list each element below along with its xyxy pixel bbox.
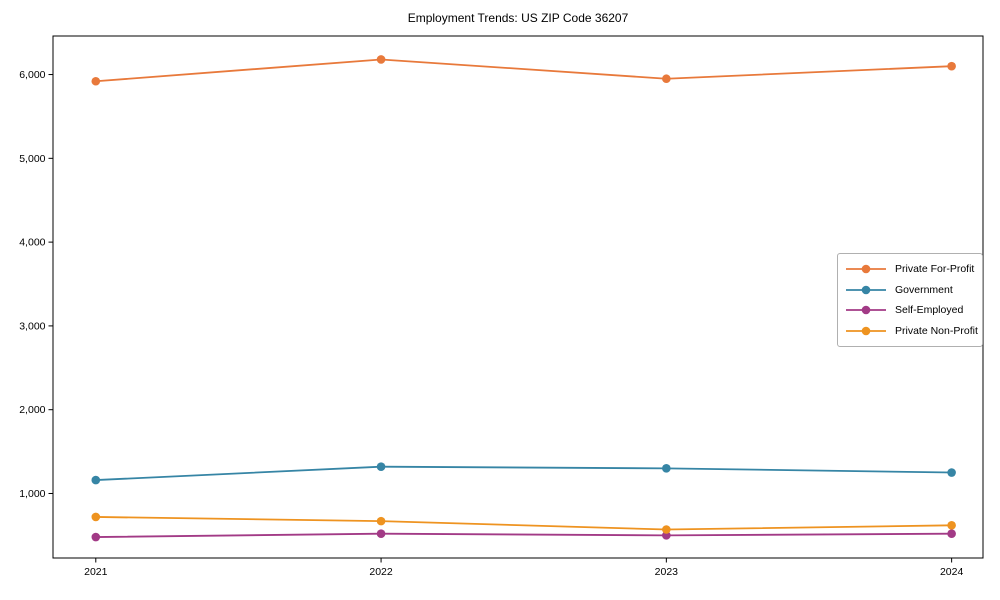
legend: Private For-Profit Government Self-Employe…: [837, 253, 983, 347]
y-axis-tick-label: 1,000: [19, 488, 45, 500]
y-axis-tick-label: 3,000: [19, 320, 45, 332]
data-point-private-for-profit-2023: [662, 74, 671, 84]
legend-label: Self-Employed: [895, 304, 964, 317]
plot-border: [52, 35, 984, 559]
data-point-private-non-profit-2024: [947, 521, 956, 530]
data-point-government-2022: [376, 462, 386, 471]
data-point-private-non-profit-2021: [91, 512, 101, 522]
legend-label: Private For-Profit: [895, 263, 975, 276]
data-point-government-2024: [947, 468, 956, 477]
legend-item-private-non-profit: Private Non-Profit: [846, 321, 978, 342]
legend-marker-icon: [846, 285, 886, 295]
data-point-self-employed-2024: [947, 529, 956, 539]
x-axis-tick-label: 2024: [940, 566, 964, 578]
data-point-private-for-profit-2024: [947, 61, 956, 71]
y-axis-tick-label: 4,000: [19, 237, 45, 249]
data-point-government-2023: [662, 464, 671, 473]
y-axis-tick-label: 6,000: [19, 69, 45, 81]
data-point-private-non-profit-2022: [376, 516, 386, 526]
x-axis-tick-label: 2022: [369, 566, 393, 578]
x-axis-tick-label: 2021: [84, 566, 108, 578]
chart-title: Employment Trends: US ZIP Code 36207: [407, 11, 629, 25]
legend-item-private-for-profit: Private For-Profit: [846, 259, 975, 280]
series-line-private-for-profit: [95, 58, 952, 83]
data-point-private-for-profit-2022: [376, 55, 386, 64]
legend-label: Private Non-Profit: [895, 324, 978, 337]
legend-item-government: Government: [846, 280, 975, 301]
x-axis-tick-label: 2023: [655, 566, 679, 578]
data-point-government-2021: [91, 475, 101, 485]
legend-marker-icon: [846, 264, 886, 274]
y-axis-tick-label: 2,000: [19, 404, 45, 416]
series-line-self-employed: [95, 532, 952, 538]
legend-marker-icon: [846, 305, 886, 315]
data-point-self-employed-2022: [376, 529, 386, 539]
data-point-private-for-profit-2021: [91, 76, 101, 86]
legend-label: Government: [895, 283, 953, 296]
data-point-private-non-profit-2023: [662, 525, 671, 534]
series-line-government: [95, 465, 952, 481]
legend-item-self-employed: Self-Employed: [846, 300, 975, 321]
y-axis-tick-label: 5,000: [19, 153, 45, 165]
series-line-private-non-profit: [95, 516, 952, 531]
legend-marker-icon: [846, 326, 886, 336]
data-point-self-employed-2021: [91, 532, 101, 542]
